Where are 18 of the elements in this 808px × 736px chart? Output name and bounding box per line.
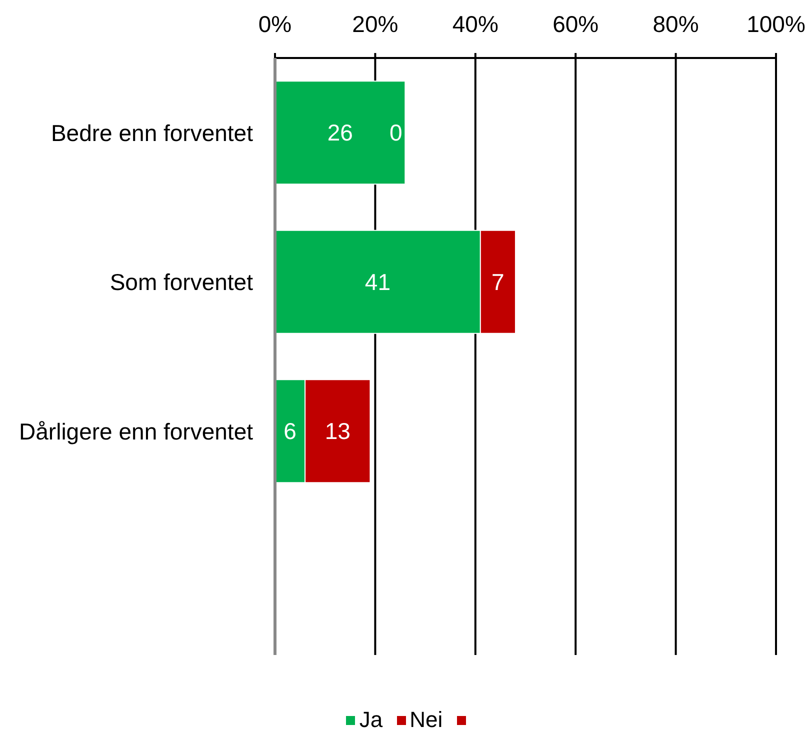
y-tick-label: Dårligere enn forventet — [19, 418, 254, 444]
data-label: 26 — [327, 120, 353, 146]
data-label: 41 — [364, 268, 390, 295]
x-tick-label: 0% — [258, 11, 292, 37]
x-tick-label: 60% — [552, 11, 599, 37]
x-tick-label: 80% — [652, 11, 699, 37]
y-tick-label: Som forventet — [110, 269, 254, 296]
data-label: 6 — [284, 418, 296, 444]
x-tick-label: 100% — [746, 11, 806, 37]
legend-label: Nei — [410, 707, 443, 732]
data-label: 7 — [492, 268, 504, 295]
y-tick-label: Bedre enn forventet — [50, 120, 254, 146]
x-tick-label: 40% — [452, 11, 498, 37]
legend-label: Ja — [359, 707, 383, 732]
x-tick-label: 20% — [352, 11, 398, 37]
data-label: 0 — [389, 120, 402, 146]
bar — [275, 80, 406, 185]
data-label: 13 — [324, 418, 350, 444]
